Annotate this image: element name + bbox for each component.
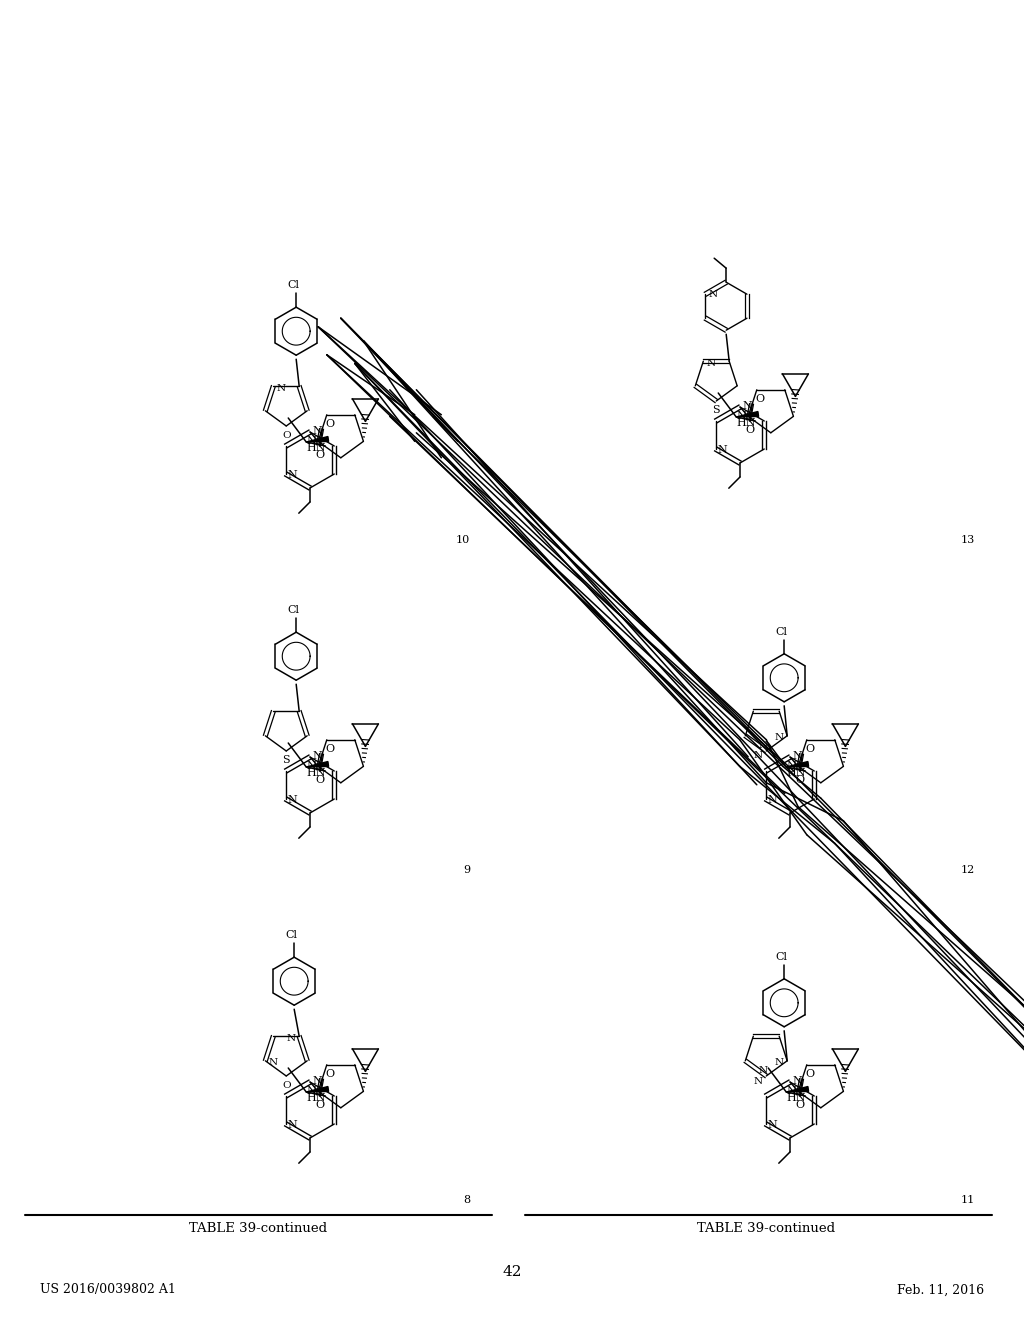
Text: N: N: [793, 751, 802, 762]
Text: N: N: [786, 762, 796, 771]
Text: 12: 12: [961, 865, 975, 875]
Text: TABLE 39-continued: TABLE 39-continued: [697, 1221, 835, 1234]
Text: N: N: [718, 445, 728, 455]
Text: O: O: [326, 1069, 335, 1078]
Polygon shape: [736, 412, 759, 417]
Text: O: O: [795, 1100, 804, 1110]
Text: N: N: [768, 795, 777, 805]
Text: N: N: [768, 1119, 777, 1130]
Text: N: N: [287, 1034, 296, 1043]
Text: N: N: [306, 1086, 316, 1097]
Text: O: O: [756, 393, 764, 404]
Text: HN: HN: [306, 1093, 326, 1104]
Polygon shape: [306, 1086, 329, 1092]
Text: N: N: [312, 1076, 322, 1086]
Text: 8: 8: [463, 1195, 470, 1205]
Text: 9: 9: [463, 865, 470, 875]
Polygon shape: [306, 437, 329, 442]
Text: N: N: [312, 426, 322, 436]
Text: O: O: [326, 743, 335, 754]
Text: O: O: [315, 1100, 324, 1110]
Text: HN: HN: [306, 768, 326, 777]
Text: Cl: Cl: [775, 627, 787, 636]
Text: 13: 13: [961, 535, 975, 545]
Text: O: O: [315, 775, 324, 785]
Text: N: N: [754, 1077, 763, 1085]
Text: O: O: [744, 425, 754, 436]
Text: O: O: [326, 418, 335, 429]
Text: N: N: [754, 751, 763, 760]
Text: N: N: [758, 1065, 767, 1074]
Text: N: N: [306, 762, 316, 771]
Text: N: N: [707, 359, 716, 368]
Text: S: S: [713, 405, 720, 414]
Text: N: N: [736, 412, 746, 421]
Text: HN: HN: [736, 418, 756, 428]
Text: O: O: [282, 430, 291, 440]
Text: N: N: [306, 437, 316, 446]
Text: Cl: Cl: [285, 931, 297, 940]
Text: N: N: [288, 795, 298, 805]
Text: O: O: [282, 1081, 291, 1089]
Text: N: N: [709, 289, 718, 298]
Text: HN: HN: [786, 768, 806, 777]
Text: O: O: [315, 450, 324, 461]
Text: HN: HN: [786, 1093, 806, 1104]
Text: 10: 10: [456, 535, 470, 545]
Text: N: N: [758, 741, 767, 750]
Text: N: N: [786, 1086, 796, 1097]
Polygon shape: [306, 762, 329, 767]
Text: Feb. 11, 2016: Feb. 11, 2016: [897, 1283, 984, 1296]
Text: Cl: Cl: [287, 280, 299, 290]
Text: 42: 42: [502, 1265, 522, 1279]
Text: S: S: [283, 755, 290, 766]
Text: N: N: [312, 751, 322, 762]
Polygon shape: [786, 1086, 809, 1092]
Text: O: O: [795, 775, 804, 785]
Text: N: N: [288, 470, 298, 480]
Text: 11: 11: [961, 1195, 975, 1205]
Text: HN: HN: [306, 444, 326, 453]
Text: N: N: [268, 1059, 278, 1068]
Text: US 2016/0039802 A1: US 2016/0039802 A1: [40, 1283, 176, 1296]
Text: N: N: [742, 401, 752, 411]
Text: TABLE 39-continued: TABLE 39-continued: [189, 1221, 327, 1234]
Text: Cl: Cl: [287, 605, 299, 615]
Text: O: O: [805, 1069, 814, 1078]
Text: O: O: [805, 743, 814, 754]
Text: N: N: [793, 1076, 802, 1086]
Text: N: N: [774, 734, 783, 742]
Text: N: N: [288, 1119, 298, 1130]
Text: Cl: Cl: [775, 952, 787, 962]
Text: N: N: [276, 384, 286, 393]
Polygon shape: [786, 762, 809, 767]
Text: N: N: [774, 1059, 783, 1068]
